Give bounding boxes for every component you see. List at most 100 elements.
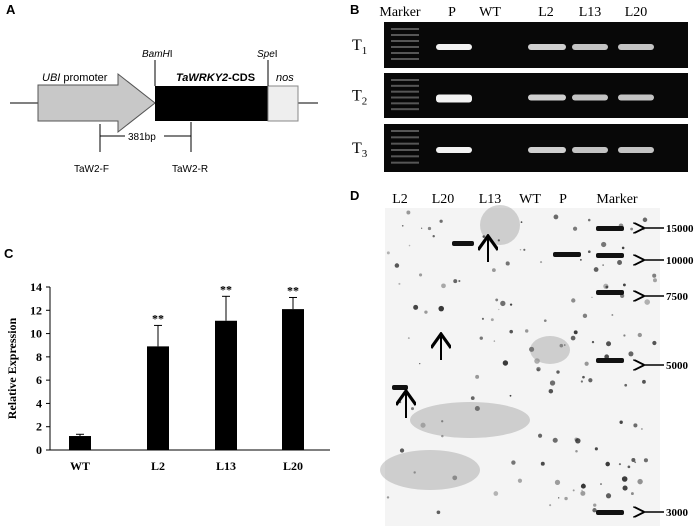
speck bbox=[539, 261, 543, 264]
lane-label: WT bbox=[519, 192, 541, 207]
speck bbox=[628, 351, 634, 357]
bar bbox=[215, 320, 237, 450]
speck bbox=[605, 461, 610, 467]
speck bbox=[640, 427, 643, 430]
speck bbox=[511, 460, 516, 465]
speck bbox=[497, 239, 500, 242]
speck bbox=[543, 319, 547, 323]
speck bbox=[436, 510, 441, 515]
speck bbox=[617, 260, 623, 265]
speck bbox=[491, 268, 496, 273]
speck bbox=[458, 280, 461, 283]
row-label: T3 bbox=[352, 140, 368, 160]
row-sub: 2 bbox=[362, 96, 368, 108]
gel-band bbox=[572, 94, 608, 101]
speck bbox=[591, 296, 593, 299]
speck bbox=[386, 496, 390, 499]
speck bbox=[588, 378, 593, 383]
speck bbox=[523, 248, 526, 251]
speck bbox=[624, 383, 628, 387]
lane-label: P bbox=[559, 192, 567, 207]
panel-label: C bbox=[4, 246, 14, 261]
speck bbox=[618, 463, 622, 466]
size-label: 15000 bbox=[666, 223, 694, 235]
speck bbox=[580, 490, 586, 496]
y-tick-label: 8 bbox=[36, 350, 42, 364]
speck bbox=[408, 244, 411, 247]
speck bbox=[580, 380, 584, 383]
speck bbox=[553, 214, 559, 220]
speck bbox=[558, 497, 560, 499]
construct: UBI promoter TaWRKY2-CDS nos BamHI SpeI … bbox=[10, 49, 318, 175]
gel-band bbox=[572, 147, 608, 153]
speck bbox=[525, 329, 529, 333]
ladder-band bbox=[391, 46, 419, 48]
lane-label: L13 bbox=[479, 192, 502, 207]
speck bbox=[548, 388, 554, 394]
speck bbox=[413, 304, 419, 310]
ladder-band bbox=[391, 142, 419, 145]
primer-label: TaW2-F bbox=[74, 164, 109, 175]
lane-label: L20 bbox=[625, 5, 648, 20]
bar-chart: Relative Expression 0 2 4 6 8 10 12 14 WT ** L2 ** L1… bbox=[5, 280, 330, 473]
speck bbox=[500, 300, 506, 307]
y-tick-label: 10 bbox=[30, 327, 42, 341]
speck bbox=[605, 285, 609, 289]
bar bbox=[282, 309, 304, 450]
speck bbox=[634, 461, 637, 464]
speck bbox=[637, 478, 643, 485]
panel-label: D bbox=[350, 188, 359, 203]
gel-band bbox=[618, 44, 654, 50]
x-tick-label: WT bbox=[70, 459, 90, 473]
blot-band bbox=[553, 252, 581, 257]
speck bbox=[559, 343, 564, 348]
speck bbox=[600, 483, 602, 485]
ladder-band bbox=[391, 58, 419, 60]
lane-label: Marker bbox=[596, 192, 638, 207]
speck bbox=[580, 483, 586, 489]
ladder-band bbox=[391, 108, 419, 111]
y-tick-label: 12 bbox=[30, 303, 42, 317]
speck bbox=[536, 366, 541, 372]
site-rest: I bbox=[170, 49, 173, 60]
blot-band bbox=[596, 510, 624, 515]
speck bbox=[420, 422, 426, 428]
speck bbox=[580, 259, 582, 261]
ladder-band bbox=[391, 90, 419, 93]
speck bbox=[622, 283, 626, 287]
blot-band bbox=[392, 385, 408, 390]
bar bbox=[147, 346, 169, 450]
speck bbox=[593, 267, 599, 272]
speck bbox=[643, 228, 645, 231]
speck bbox=[564, 496, 568, 501]
gel-band bbox=[436, 44, 472, 50]
size-label: 3000 bbox=[666, 507, 689, 519]
speck bbox=[642, 217, 648, 223]
speck bbox=[474, 406, 480, 412]
speck bbox=[602, 264, 604, 266]
lane-label: L13 bbox=[579, 5, 602, 20]
speck bbox=[517, 478, 523, 483]
size-label: 10000 bbox=[666, 255, 694, 267]
smear bbox=[530, 336, 570, 364]
nos-box bbox=[267, 85, 299, 122]
blot-band bbox=[596, 358, 624, 363]
speck bbox=[594, 447, 598, 451]
speck bbox=[520, 221, 523, 223]
ladder-band bbox=[391, 28, 419, 30]
speck bbox=[549, 380, 556, 386]
gel-band bbox=[528, 44, 566, 50]
speck bbox=[427, 226, 432, 231]
speck bbox=[633, 423, 638, 428]
ladder-band bbox=[391, 155, 419, 158]
speck bbox=[502, 360, 509, 366]
nos-label: nos bbox=[276, 72, 294, 84]
speck bbox=[509, 394, 512, 397]
speck bbox=[481, 317, 484, 320]
speck bbox=[570, 335, 576, 341]
speck bbox=[630, 227, 634, 231]
speck bbox=[644, 299, 651, 305]
speck bbox=[574, 437, 579, 442]
speck bbox=[571, 298, 576, 303]
speck bbox=[622, 485, 628, 491]
